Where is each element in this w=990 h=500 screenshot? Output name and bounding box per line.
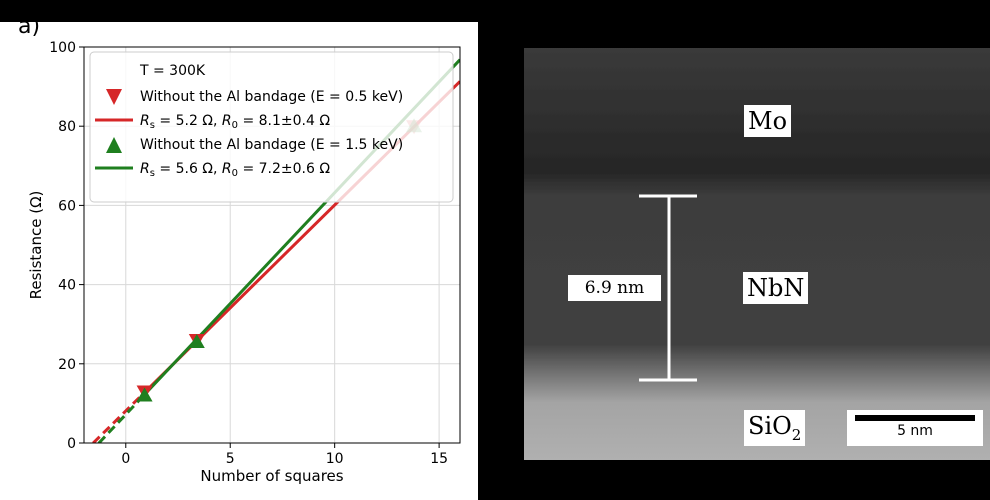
x-tick-label: 5 xyxy=(226,451,235,467)
fit-line-extrapolated xyxy=(97,393,146,443)
legend-label: Rs = 5.6 Ω, R0 = 7.2±0.6 Ω xyxy=(140,161,330,179)
x-tick-label: 0 xyxy=(121,451,130,467)
data-point xyxy=(136,387,153,402)
legend-label: Without the Al bandage (E = 0.5 keV) xyxy=(140,89,403,105)
legend-subscript: s xyxy=(150,168,155,179)
legend-text: = 7.2±0.6 Ω xyxy=(238,161,330,177)
sio2-layer-label: SiO2 xyxy=(744,410,806,446)
fit-line-extrapolated xyxy=(92,391,146,443)
legend-symbol: R xyxy=(140,113,150,129)
legend-title: T = 300K xyxy=(139,63,206,79)
y-tick-label: 100 xyxy=(49,40,76,56)
legend-subscript: 0 xyxy=(232,168,238,179)
sio2-subscript: 2 xyxy=(791,425,802,444)
legend-symbol: R xyxy=(222,161,232,177)
scale-bar: 5 nm xyxy=(847,410,983,446)
scale-bar-label: 5 nm xyxy=(897,423,933,439)
resistance-plot-panel: 0 5 10 15 0 20 40 60 80 100 Number of squares Resis… xyxy=(0,22,478,500)
y-tick-label: 60 xyxy=(58,198,76,214)
legend-marker xyxy=(106,137,122,153)
legend-box xyxy=(89,51,454,203)
nbn-layer-label: NbN xyxy=(743,272,809,304)
resistance-chart: 0 5 10 15 0 20 40 60 80 100 Number of squares Resis… xyxy=(27,40,461,485)
legend-marker xyxy=(106,89,122,105)
y-tick-label: 80 xyxy=(58,119,76,135)
y-axis-label: Resistance (Ω) xyxy=(27,191,45,300)
mo-layer-label: Mo xyxy=(744,105,792,137)
legend: T = 300K Without the Al bandage (E = 0.5 … xyxy=(89,51,454,203)
y-tick-label: 20 xyxy=(58,357,76,373)
x-tick-label: 15 xyxy=(430,451,448,467)
legend-symbol: R xyxy=(140,161,150,177)
legend-text: = 5.2 Ω, xyxy=(155,113,222,129)
x-tick-label: 10 xyxy=(326,451,344,467)
legend-label: Rs = 5.2 Ω, R0 = 8.1±0.4 Ω xyxy=(140,113,330,131)
y-tick-label: 40 xyxy=(58,278,76,294)
x-axis-label: Number of squares xyxy=(200,467,343,485)
scale-bar-line xyxy=(855,415,975,421)
tem-image: Mo NbN SiO2 6.9 nm 5 nm xyxy=(524,48,990,460)
legend-subscript: 0 xyxy=(232,120,238,131)
legend-text: = 8.1±0.4 Ω xyxy=(238,113,330,129)
legend-label: Without the Al bandage (E = 1.5 keV) xyxy=(140,137,403,153)
legend-symbol: R xyxy=(222,113,232,129)
sio2-base: SiO xyxy=(748,412,792,440)
thickness-label: 6.9 nm xyxy=(568,275,661,301)
panel-label: a) xyxy=(18,14,41,39)
plot-frame xyxy=(83,46,461,444)
data-point xyxy=(188,334,205,349)
legend-subscript: s xyxy=(150,120,155,131)
y-tick-label: 0 xyxy=(67,436,76,452)
legend-text: = 5.6 Ω, xyxy=(155,161,222,177)
